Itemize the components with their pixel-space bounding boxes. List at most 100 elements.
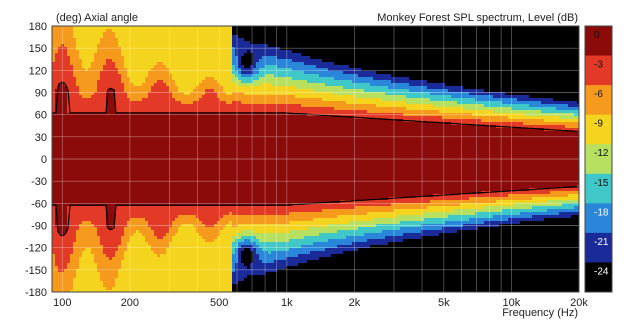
heatmap-cell <box>145 152 149 156</box>
heatmap-cell <box>151 32 155 36</box>
heatmap-cell <box>169 242 173 246</box>
heatmap-cell <box>202 215 206 219</box>
heatmap-cell <box>130 254 134 258</box>
heatmap-cell <box>79 170 83 174</box>
heatmap-cell <box>157 74 161 78</box>
heatmap-cell <box>97 284 101 288</box>
heatmap-cell <box>205 278 209 282</box>
heatmap-cell <box>145 56 149 60</box>
heatmap-cell <box>184 35 188 39</box>
heatmap-cell <box>190 128 194 132</box>
heatmap-cell <box>196 173 200 177</box>
heatmap-cell <box>142 239 146 243</box>
heatmap-cell <box>208 56 212 60</box>
heatmap-cell <box>190 236 194 240</box>
heatmap-cell <box>166 221 170 225</box>
heatmap-cell <box>61 206 65 210</box>
heatmap-cell <box>196 134 200 138</box>
heatmap-cell <box>154 206 158 210</box>
heatmap-cell <box>178 134 182 138</box>
heatmap-cell <box>214 137 218 141</box>
heatmap-cell <box>154 110 158 114</box>
heatmap-cell <box>97 125 101 129</box>
heatmap-cell <box>217 164 221 168</box>
heatmap-cell <box>199 194 203 198</box>
heatmap-cell <box>112 116 116 120</box>
heatmap-cell <box>196 44 200 48</box>
heatmap-cell <box>70 125 74 129</box>
heatmap-cell <box>157 59 161 63</box>
heatmap-cell <box>214 185 218 189</box>
heatmap-cell <box>145 41 149 45</box>
heatmap-cell <box>88 254 92 258</box>
heatmap-cell <box>172 47 176 51</box>
heatmap-cell <box>199 167 203 171</box>
heatmap-cell <box>166 50 170 54</box>
heatmap-cell <box>199 272 203 276</box>
heatmap-cell <box>202 254 206 258</box>
heatmap-cell <box>196 215 200 219</box>
heatmap-cell <box>160 119 164 123</box>
heatmap-cell <box>169 89 173 93</box>
heatmap-cell <box>100 284 104 288</box>
heatmap-cell <box>208 236 212 240</box>
heatmap-cell <box>157 104 161 108</box>
heatmap-cell <box>112 269 116 273</box>
heatmap-cell <box>184 155 188 159</box>
heatmap-cell <box>145 35 149 39</box>
heatmap-cell <box>79 47 83 51</box>
heatmap-cell <box>58 26 62 30</box>
heatmap-cell <box>154 74 158 78</box>
heatmap-cell <box>115 230 119 234</box>
heatmap-cell <box>97 245 101 249</box>
heatmap-cell <box>118 62 122 66</box>
heatmap-cell <box>199 257 203 261</box>
heatmap-cell <box>133 107 137 111</box>
heatmap-cell <box>151 281 155 285</box>
heatmap-cell <box>139 233 143 237</box>
heatmap-cell <box>112 212 116 216</box>
heatmap-cell <box>97 116 101 120</box>
heatmap-cell <box>61 110 65 114</box>
heatmap-cell <box>148 215 152 219</box>
heatmap-cell <box>127 113 131 117</box>
heatmap-cell <box>115 68 119 72</box>
heatmap-cell <box>184 167 188 171</box>
heatmap-cell <box>79 62 83 66</box>
heatmap-cell <box>100 56 104 60</box>
heatmap-cell <box>61 287 65 291</box>
heatmap-cell <box>151 35 155 39</box>
heatmap-cell <box>178 119 182 123</box>
heatmap-cell <box>196 95 200 99</box>
heatmap-cell <box>157 191 161 195</box>
heatmap-cell <box>85 197 89 201</box>
heatmap-cell <box>148 53 152 57</box>
heatmap-cell <box>139 35 143 39</box>
heatmap-cell <box>214 116 218 120</box>
heatmap-cell <box>103 218 107 222</box>
heatmap-cell <box>127 71 131 75</box>
heatmap-cell <box>154 113 158 117</box>
heatmap-cell <box>160 44 164 48</box>
heatmap-cell <box>166 95 170 99</box>
heatmap-cell <box>115 185 119 189</box>
heatmap-cell <box>103 260 107 264</box>
heatmap-cell <box>76 152 80 156</box>
heatmap-cell <box>106 71 110 75</box>
heatmap-cell <box>166 176 170 180</box>
heatmap-cell <box>112 248 116 252</box>
heatmap-cell <box>166 68 170 72</box>
heatmap-cell <box>190 272 194 276</box>
heatmap-cell <box>55 179 59 183</box>
heatmap-cell <box>193 230 197 234</box>
heatmap-cell <box>61 233 65 237</box>
heatmap-cell <box>112 266 116 270</box>
heatmap-cell <box>208 38 212 42</box>
heatmap-cell <box>145 38 149 42</box>
heatmap-cell <box>55 113 59 117</box>
heatmap-cell <box>82 59 86 63</box>
heatmap-cell <box>166 260 170 264</box>
heatmap-cell <box>148 245 152 249</box>
heatmap-cell <box>139 125 143 129</box>
heatmap-cell <box>169 164 173 168</box>
